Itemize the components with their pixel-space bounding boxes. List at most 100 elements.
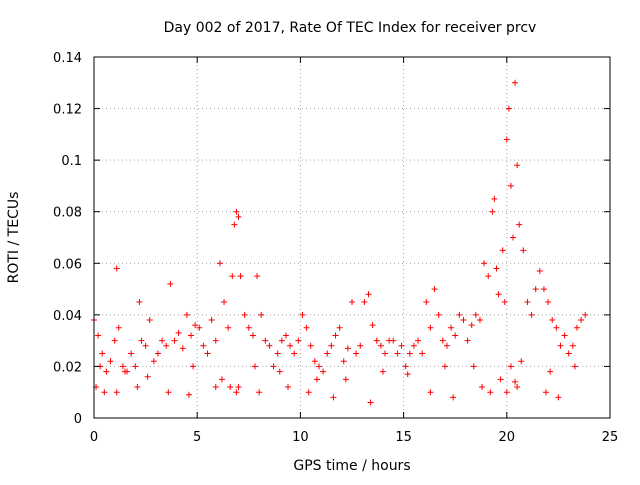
y-tick-label: 0.12 [53, 103, 82, 118]
data-point [543, 389, 550, 396]
x-tick-label: 20 [499, 430, 516, 445]
y-tick-label: 0.1 [61, 154, 82, 169]
data-point [311, 358, 318, 365]
data-point [291, 350, 298, 357]
data-point [245, 324, 252, 331]
data-point [476, 317, 483, 324]
data-point [192, 322, 199, 329]
data-point [406, 350, 413, 357]
data-point [493, 265, 500, 272]
data-point [212, 337, 219, 344]
data-point [545, 298, 552, 305]
data-point [342, 376, 349, 383]
data-point [450, 394, 457, 401]
data-point [573, 324, 580, 331]
data-point [536, 268, 543, 275]
data-point [146, 317, 153, 324]
y-axis-title: ROTI / TECUs [6, 192, 22, 284]
data-point [113, 389, 120, 396]
data-point [549, 317, 556, 324]
data-point [514, 384, 521, 391]
data-point [185, 391, 192, 398]
data-point [144, 373, 151, 380]
data-point [221, 298, 228, 305]
data-point [516, 221, 523, 228]
data-point [95, 332, 102, 339]
x-axis-title: GPS time / hours [293, 458, 410, 474]
x-tick-label: 25 [602, 430, 619, 445]
data-point [518, 358, 525, 365]
plot-frame [93, 56, 611, 419]
data-point [520, 247, 527, 254]
data-point [452, 332, 459, 339]
data-point [132, 363, 139, 370]
data-point [361, 298, 368, 305]
data-point [439, 337, 446, 344]
data-point [212, 384, 219, 391]
data-point [512, 79, 519, 86]
data-point [167, 280, 174, 287]
data-point [313, 376, 320, 383]
data-point [472, 311, 479, 318]
data-point [468, 322, 475, 329]
data-point [365, 291, 372, 298]
data-point [357, 342, 364, 349]
data-point [315, 363, 322, 370]
data-point [235, 213, 242, 220]
data-point [555, 394, 562, 401]
data-point [547, 368, 554, 375]
grid-lines [94, 57, 610, 418]
data-point [487, 389, 494, 396]
y-tick-label: 0 [74, 412, 82, 427]
y-tick-label: 0.04 [53, 309, 82, 324]
data-point [171, 337, 178, 344]
data-point [237, 273, 244, 280]
data-point [553, 324, 560, 331]
data-point [448, 324, 455, 331]
data-point [218, 376, 225, 383]
data-point [165, 389, 172, 396]
x-tick-label: 5 [193, 430, 201, 445]
data-point [142, 342, 149, 349]
data-point [441, 363, 448, 370]
data-point [528, 311, 535, 318]
tick-labels: 0 5 10 15 20 25 0 0.02 0.04 0.06 0.08 0.1 0.12 0.14 [53, 51, 618, 445]
data-point [179, 345, 186, 352]
y-tick-label: 0.14 [53, 51, 82, 66]
data-point [443, 342, 450, 349]
data-point [582, 311, 589, 318]
chart-title: Day 002 of 2017, Rate Of TEC Index for r… [164, 20, 537, 36]
data-point [262, 337, 269, 344]
data-point [427, 324, 434, 331]
data-point [190, 363, 197, 370]
data-point [419, 350, 426, 357]
data-point [324, 350, 331, 357]
data-point [390, 337, 397, 344]
axis-ticks [93, 56, 611, 419]
data-point [196, 324, 203, 331]
data-point [233, 208, 240, 215]
data-point [249, 332, 256, 339]
data-point [349, 298, 355, 305]
data-point [276, 368, 283, 375]
data-point [485, 273, 492, 280]
data-point [229, 273, 236, 280]
data-point [307, 342, 314, 349]
data-point [435, 311, 442, 318]
data-point [540, 286, 547, 293]
data-point [456, 311, 463, 318]
data-point [320, 368, 327, 375]
data-point [431, 286, 438, 293]
data-point [565, 350, 572, 357]
x-tick-label: 10 [292, 430, 309, 445]
data-point [107, 358, 114, 365]
data-point [241, 311, 248, 318]
data-point [134, 384, 141, 391]
data-point [188, 332, 195, 339]
data-point [503, 389, 510, 396]
data-point [398, 342, 405, 349]
data-point [344, 345, 351, 352]
data-point [119, 363, 126, 370]
data-point [578, 317, 585, 324]
